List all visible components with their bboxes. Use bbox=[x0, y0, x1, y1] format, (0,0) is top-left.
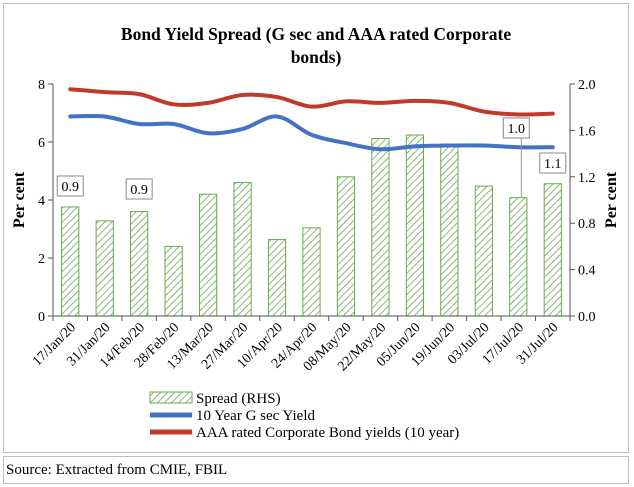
left-tick-label: 2 bbox=[38, 252, 45, 267]
chart-frame: Bond Yield Spread (G sec and AAA rated C… bbox=[3, 3, 629, 453]
spread-bar bbox=[233, 182, 252, 317]
yield-lines bbox=[68, 87, 555, 152]
annotation-label: 0.9 bbox=[61, 180, 79, 195]
spread-bar bbox=[440, 143, 459, 317]
aaa-yield-line bbox=[68, 87, 555, 117]
legend-label: 10 Year G sec Yield bbox=[196, 408, 316, 424]
spread-bar bbox=[198, 193, 218, 317]
annotation-label: 0.9 bbox=[130, 183, 148, 198]
spread-bar bbox=[164, 245, 183, 317]
spread-bars bbox=[61, 134, 562, 317]
left-tick-label: 0 bbox=[38, 310, 45, 325]
left-tick-label: 6 bbox=[38, 136, 45, 151]
spread-bar bbox=[509, 197, 528, 317]
spread-bar bbox=[267, 238, 287, 317]
spread-bar bbox=[371, 138, 390, 317]
annotation-label: 1.1 bbox=[544, 157, 562, 172]
annotation-box bbox=[125, 178, 153, 200]
chart-title-line-2: bonds) bbox=[291, 47, 342, 67]
legend-label: Spread (RHS) bbox=[196, 391, 281, 407]
left-tick-label: 8 bbox=[38, 78, 45, 93]
spread-bar bbox=[405, 134, 425, 317]
right-tick-label: 1.2 bbox=[578, 171, 596, 186]
spread-bar bbox=[543, 183, 562, 317]
annotation-box bbox=[539, 152, 567, 174]
right-axis-ticks: 0.0 0.4 0.8 1.2 1.6 2.0 bbox=[570, 78, 596, 325]
spread-annotations: 0.9 0.9 1.0 1.1 bbox=[56, 117, 567, 200]
right-tick-label: 2.0 bbox=[578, 78, 596, 93]
right-tick-label: 0.8 bbox=[578, 217, 596, 232]
legend-label: AAA rated Corporate Bond yields (10 year… bbox=[196, 425, 459, 441]
source-note: Source: Extracted from CMIE, FBIL bbox=[3, 456, 629, 484]
right-tick-label: 0.0 bbox=[578, 310, 596, 325]
left-y-axis-label: Per cent bbox=[11, 171, 28, 228]
spread-bar bbox=[336, 176, 356, 317]
annotation-box bbox=[502, 117, 530, 139]
right-tick-label: 1.6 bbox=[578, 124, 596, 139]
spread-bar bbox=[474, 185, 493, 317]
annotation-label: 1.0 bbox=[508, 122, 526, 137]
legend-swatch-spread bbox=[149, 391, 193, 404]
right-tick-label: 0.4 bbox=[578, 264, 596, 279]
spread-bar bbox=[302, 227, 321, 317]
chart-title-line-1: Bond Yield Spread (G sec and AAA rated C… bbox=[121, 24, 511, 44]
chart: Bond Yield Spread (G sec and AAA rated C… bbox=[11, 24, 620, 441]
annotation-box bbox=[56, 175, 84, 197]
x-axis-ticks: 17/Jan/2031/Jan/2014/Feb/2028/Feb/2013/M… bbox=[30, 316, 571, 374]
gsec-yield-line bbox=[68, 113, 555, 152]
left-axis-ticks: 0 2 4 6 8 bbox=[38, 78, 53, 325]
spread-bar bbox=[130, 211, 149, 317]
left-tick-label: 4 bbox=[38, 194, 45, 209]
spread-bar bbox=[61, 206, 80, 317]
right-y-axis-label: Per cent bbox=[603, 171, 620, 228]
spread-bar bbox=[95, 220, 114, 317]
